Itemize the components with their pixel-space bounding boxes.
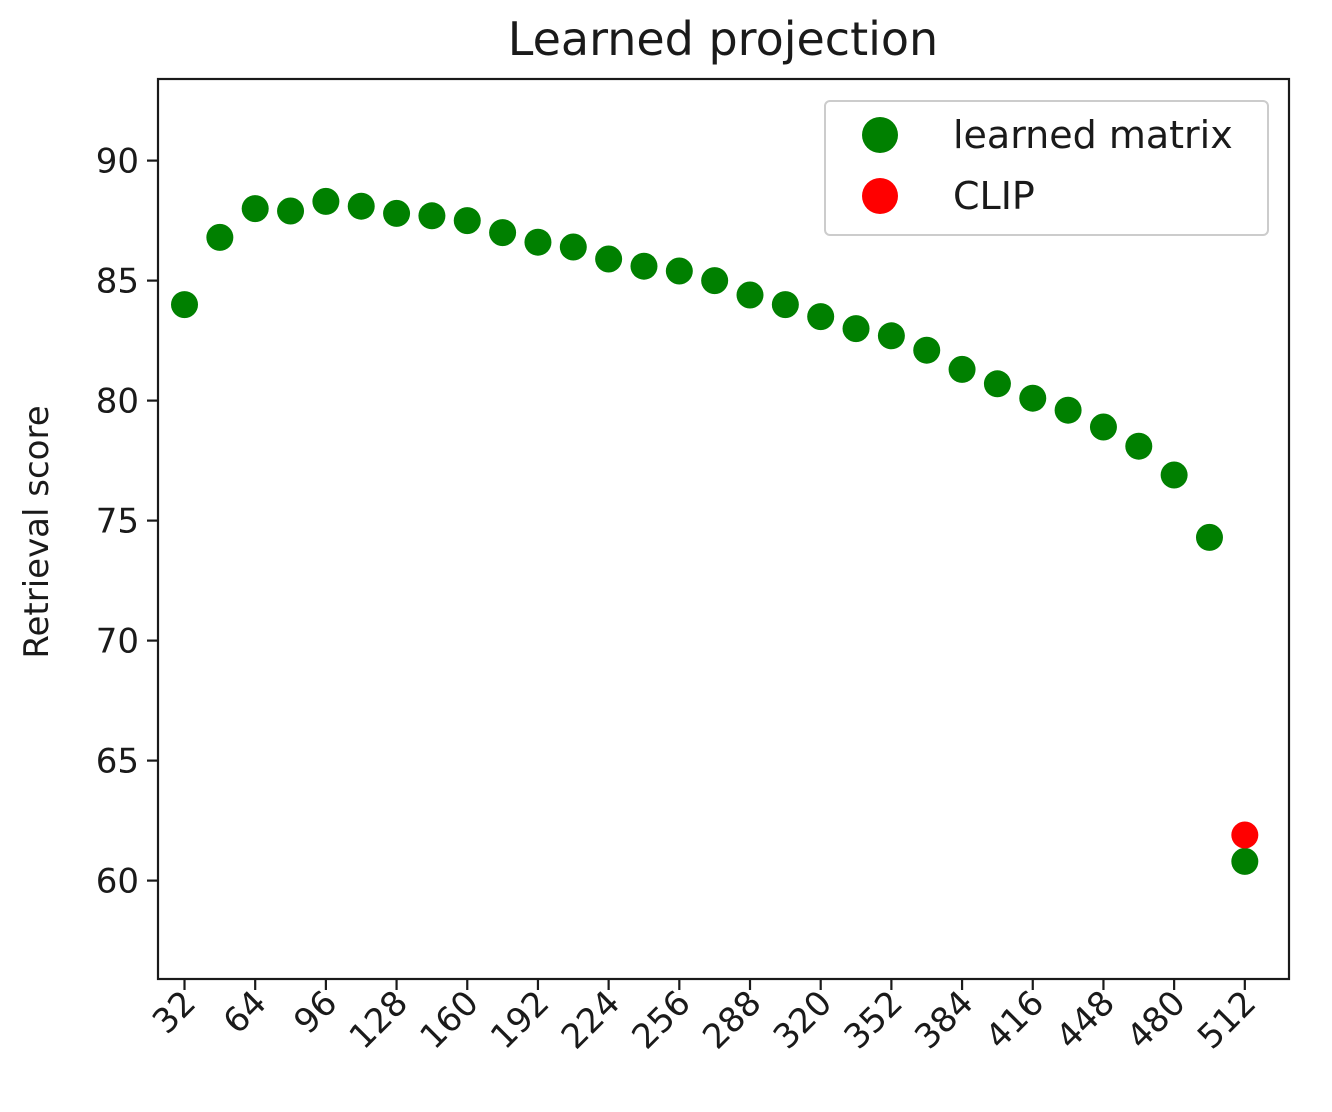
learned-matrix-point [524, 228, 552, 256]
x-tick-label: 416 [978, 983, 1052, 1057]
y-tick-label: 85 [96, 262, 139, 302]
learned-matrix-point [206, 223, 234, 251]
learned-matrix-point [701, 267, 729, 295]
legend-label-clip: CLIP [953, 174, 1035, 218]
learned-matrix-point [418, 202, 446, 230]
legend-label-learned-matrix: learned matrix [953, 113, 1233, 157]
learned-matrix-point [241, 195, 269, 223]
x-tick-label: 128 [342, 983, 416, 1057]
learned-matrix-point [842, 315, 870, 343]
x-tick-label: 512 [1190, 983, 1264, 1057]
x-tick-label: 384 [907, 983, 981, 1057]
x-tick-label: 160 [412, 983, 486, 1057]
learned-matrix-point [771, 291, 799, 319]
y-tick-label: 70 [96, 622, 139, 662]
y-tick-label: 65 [96, 742, 139, 782]
legend-marker-learned-matrix [862, 117, 898, 153]
x-tick-label: 288 [695, 983, 769, 1057]
learned-matrix-point [347, 192, 375, 220]
x-tick-label: 320 [766, 983, 840, 1057]
learned-matrix-point [171, 291, 199, 319]
x-tick-label: 256 [625, 983, 699, 1057]
plot-frame [156, 77, 1291, 981]
x-tick-label: 352 [837, 983, 911, 1057]
learned-matrix-point [1231, 847, 1259, 875]
learned-matrix-point [489, 219, 517, 247]
clip-point [1231, 821, 1259, 849]
x-tick-label: 64 [216, 983, 275, 1042]
learned-matrix-point [312, 187, 340, 215]
learned-matrix-point [1195, 523, 1223, 551]
learned-matrix-point [559, 233, 587, 261]
learned-matrix-point [1125, 432, 1153, 460]
learned-matrix-point [1019, 384, 1047, 412]
y-tick-label: 80 [96, 382, 139, 422]
learned-matrix-point [736, 281, 764, 309]
learned-matrix-point [913, 336, 941, 364]
learned-matrix-point [948, 355, 976, 383]
learned-matrix-point [453, 207, 481, 235]
legend: learned matrix CLIP [824, 100, 1269, 236]
chart-title: Learned projection [508, 12, 938, 66]
learned-matrix-point [383, 199, 411, 227]
y-tick-label: 60 [96, 862, 139, 902]
x-tick-label: 480 [1119, 983, 1193, 1057]
x-tick-label: 32 [145, 983, 204, 1042]
y-axis-label: Retrieval score [17, 405, 57, 658]
learned-matrix-point [277, 197, 305, 225]
learned-matrix-point [630, 252, 658, 280]
learned-matrix-point [595, 245, 623, 273]
y-tick-label: 90 [96, 142, 139, 182]
plot-area [171, 187, 1259, 875]
legend-marker-clip [862, 178, 898, 214]
learned-matrix-point [1160, 461, 1188, 489]
x-tick-label: 96 [286, 983, 345, 1042]
x-tick-label: 192 [483, 983, 557, 1057]
x-tick-label: 224 [554, 983, 628, 1057]
learned-matrix-point [1089, 413, 1117, 441]
learned-matrix-point [877, 322, 905, 350]
legend-frame [824, 100, 1269, 236]
x-tick-label: 448 [1049, 983, 1123, 1057]
y-tick-label: 75 [96, 502, 139, 542]
learned-matrix-point [665, 257, 693, 285]
learned-matrix-point [1054, 396, 1082, 424]
learned-matrix-point [983, 370, 1011, 398]
learned-matrix-point [807, 303, 835, 331]
